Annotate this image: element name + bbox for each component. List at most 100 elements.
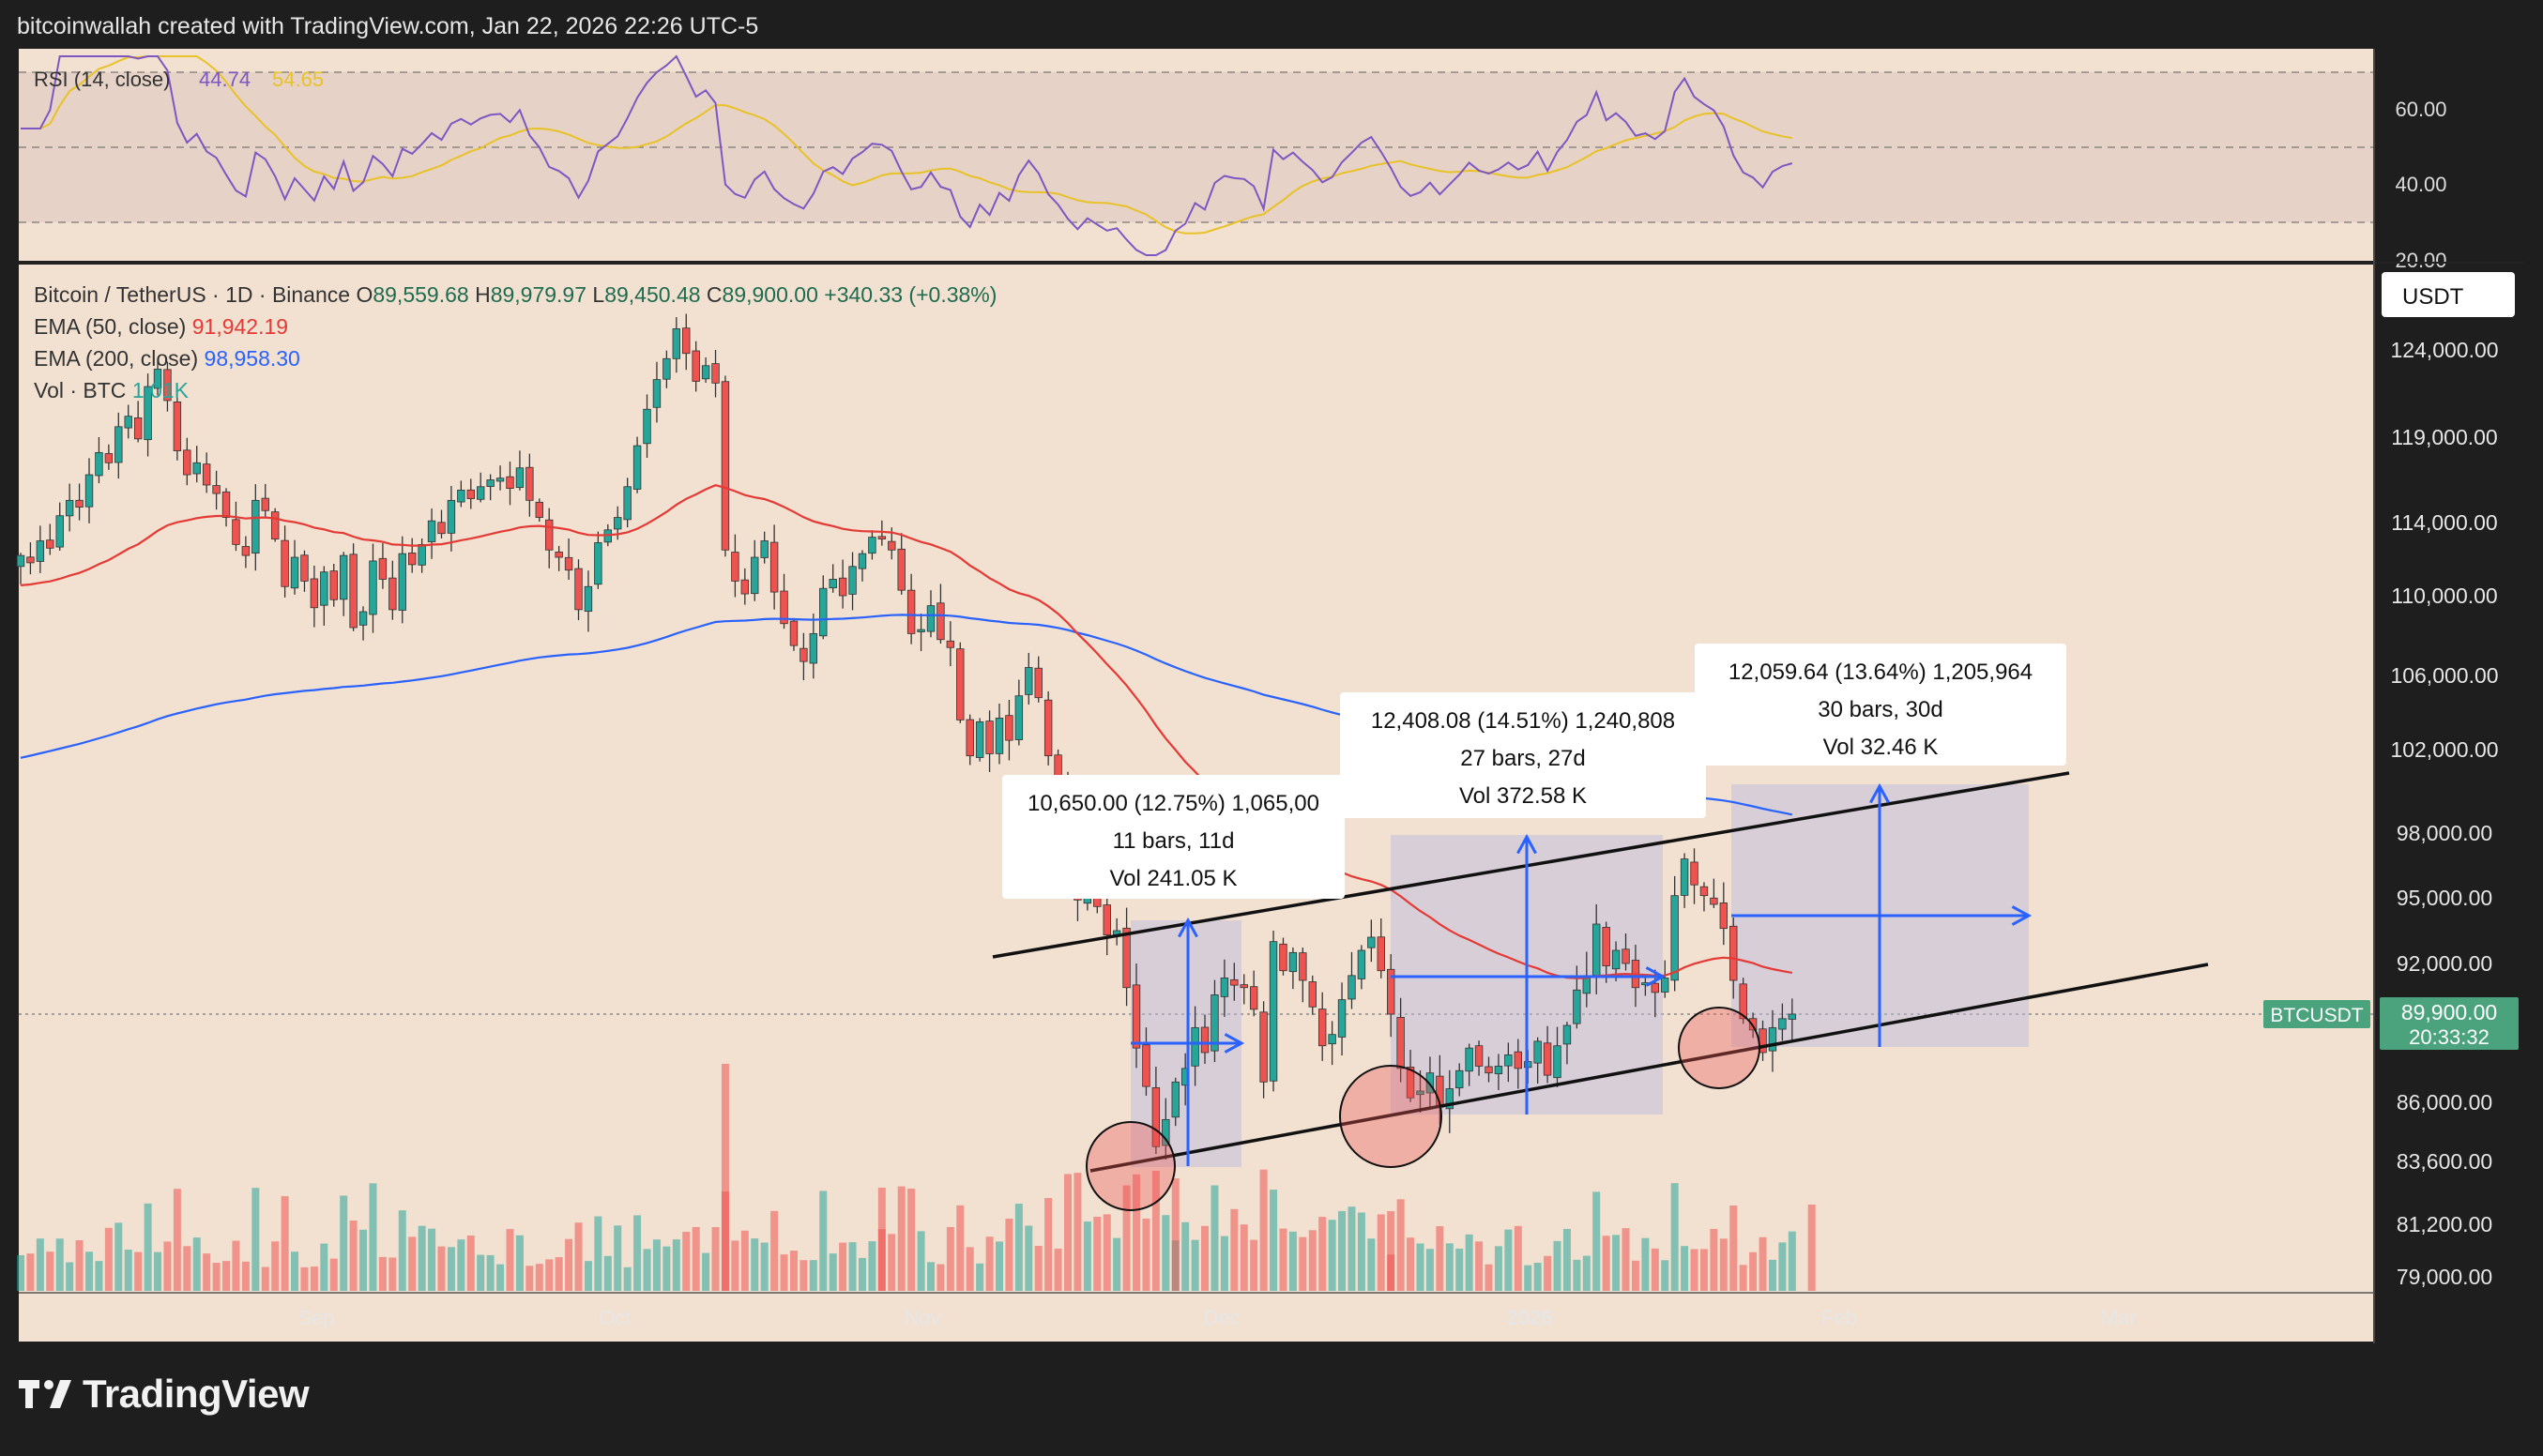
candle[interactable]: [1445, 1069, 1454, 1133]
candle[interactable]: [1043, 690, 1053, 766]
channel-upper-line[interactable]: [992, 771, 2070, 959]
candle[interactable]: [1240, 974, 1248, 1005]
candle[interactable]: [594, 531, 602, 589]
candle[interactable]: [515, 450, 525, 491]
candle[interactable]: [1465, 1043, 1473, 1086]
candle[interactable]: [1778, 1003, 1787, 1041]
candle[interactable]: [1788, 998, 1797, 1041]
candle[interactable]: [858, 550, 867, 582]
candle[interactable]: [1553, 1026, 1561, 1087]
candle[interactable]: [789, 617, 799, 651]
candle[interactable]: [261, 483, 269, 518]
candle[interactable]: [418, 538, 426, 573]
candle[interactable]: [897, 533, 906, 595]
measure-arrow-horizontal[interactable]: [1731, 905, 2033, 926]
candle[interactable]: [1425, 1056, 1435, 1109]
candle[interactable]: [1025, 652, 1033, 705]
candle[interactable]: [975, 718, 984, 762]
candle[interactable]: [281, 525, 289, 598]
candle[interactable]: [183, 437, 191, 486]
candle[interactable]: [956, 642, 965, 723]
candle[interactable]: [877, 520, 887, 546]
candle[interactable]: [1005, 700, 1013, 761]
candle[interactable]: [848, 552, 857, 611]
candle[interactable]: [486, 474, 495, 501]
candle[interactable]: [75, 483, 84, 521]
candle[interactable]: [1377, 918, 1385, 978]
candle[interactable]: [1337, 982, 1347, 1056]
candle[interactable]: [251, 484, 260, 571]
candle[interactable]: [1211, 979, 1219, 1063]
candle[interactable]: [506, 461, 514, 506]
candle[interactable]: [466, 478, 475, 509]
candle[interactable]: [652, 361, 662, 423]
candle[interactable]: [477, 472, 485, 503]
candle[interactable]: [1768, 1009, 1777, 1072]
candle[interactable]: [241, 536, 251, 569]
candle[interactable]: [1308, 975, 1317, 1015]
candle[interactable]: [623, 478, 632, 528]
candle[interactable]: [212, 470, 221, 510]
candle[interactable]: [144, 373, 152, 457]
candle[interactable]: [731, 534, 739, 598]
measure-label[interactable]: 12,408.08 (14.51%) 1,240,808 27 bars, 27d…: [1340, 692, 1706, 818]
candle[interactable]: [437, 509, 446, 539]
candle[interactable]: [1406, 1050, 1415, 1102]
candle[interactable]: [398, 536, 406, 624]
candle[interactable]: [270, 508, 280, 542]
candle[interactable]: [1543, 1025, 1552, 1084]
candle[interactable]: [926, 590, 936, 638]
candle[interactable]: [221, 488, 231, 527]
candle[interactable]: [1367, 919, 1376, 963]
candle[interactable]: [300, 550, 309, 592]
candle[interactable]: [46, 523, 54, 555]
candle[interactable]: [202, 452, 211, 493]
measure-arrow-horizontal[interactable]: [1391, 966, 1667, 987]
support-circle[interactable]: [1339, 1065, 1442, 1168]
candle[interactable]: [16, 553, 25, 584]
candle[interactable]: [1661, 960, 1669, 998]
candle[interactable]: [1162, 1098, 1170, 1160]
candle[interactable]: [163, 361, 172, 412]
candle[interactable]: [917, 614, 925, 652]
candle[interactable]: [495, 465, 505, 491]
candle[interactable]: [1191, 1006, 1199, 1086]
candle[interactable]: [1719, 882, 1728, 946]
candle[interactable]: [632, 436, 642, 493]
candle[interactable]: [104, 444, 114, 470]
candle[interactable]: [1622, 933, 1630, 971]
candle[interactable]: [114, 412, 123, 479]
candle[interactable]: [1230, 963, 1239, 1001]
candle[interactable]: [555, 545, 563, 571]
candle[interactable]: [1014, 679, 1024, 746]
symbol-badge[interactable]: BTCUSDT: [2263, 1000, 2370, 1028]
candle[interactable]: [682, 313, 691, 371]
candle[interactable]: [26, 542, 35, 575]
candle[interactable]: [358, 606, 368, 641]
candle[interactable]: [946, 621, 955, 667]
candle[interactable]: [525, 453, 534, 517]
candle[interactable]: [1514, 1039, 1522, 1089]
candle[interactable]: [124, 404, 132, 439]
candle[interactable]: [711, 349, 720, 398]
candle[interactable]: [369, 543, 377, 633]
candle[interactable]: [740, 568, 750, 605]
candle[interactable]: [1034, 656, 1043, 703]
candle[interactable]: [751, 539, 759, 601]
candle[interactable]: [584, 570, 593, 632]
candle[interactable]: [290, 539, 299, 595]
candle[interactable]: [1396, 997, 1405, 1083]
candle[interactable]: [320, 566, 328, 626]
candle[interactable]: [65, 483, 74, 532]
candle[interactable]: [1103, 896, 1111, 956]
candle[interactable]: [1474, 1040, 1484, 1076]
candle[interactable]: [1387, 954, 1395, 1038]
candle[interactable]: [1562, 1022, 1572, 1065]
candle[interactable]: [1200, 1014, 1210, 1064]
candle[interactable]: [1455, 1063, 1464, 1097]
candle[interactable]: [349, 543, 358, 631]
candle[interactable]: [574, 559, 583, 621]
candle[interactable]: [535, 498, 543, 523]
